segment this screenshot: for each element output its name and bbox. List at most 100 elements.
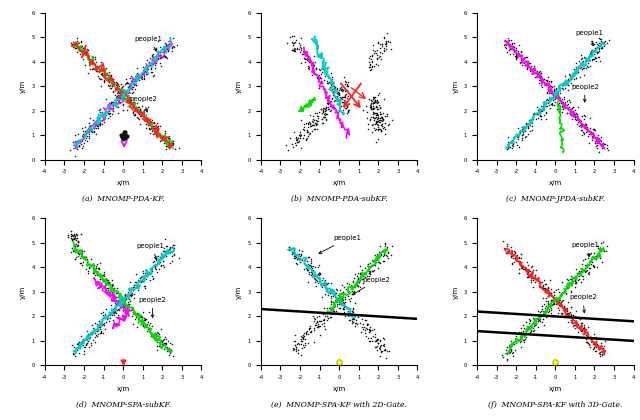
Point <box>598 343 609 350</box>
Point <box>152 329 163 336</box>
Point <box>140 316 150 323</box>
Point <box>292 139 303 145</box>
Point <box>343 106 353 113</box>
Point <box>515 53 525 60</box>
Point <box>528 65 538 71</box>
Point <box>320 284 330 290</box>
Point <box>92 119 102 126</box>
Point <box>137 314 147 320</box>
X-axis label: x/m: x/m <box>116 180 130 186</box>
Point <box>90 60 100 67</box>
Point <box>127 85 138 92</box>
Point <box>562 314 572 320</box>
Point <box>120 134 130 141</box>
Point <box>95 275 105 282</box>
Point <box>573 272 584 279</box>
Point <box>585 50 595 57</box>
Point <box>513 338 524 345</box>
Point <box>562 309 572 316</box>
Point <box>572 113 582 120</box>
Point <box>372 336 383 343</box>
Point <box>570 280 580 287</box>
Point <box>362 321 372 328</box>
Point <box>315 331 325 338</box>
Point <box>101 276 111 283</box>
Point <box>76 332 86 339</box>
Point <box>70 234 80 241</box>
Point <box>549 89 559 96</box>
Point <box>68 236 79 242</box>
Point <box>289 255 299 262</box>
Point <box>109 99 119 106</box>
Point <box>548 89 558 96</box>
Point <box>99 320 109 326</box>
Point <box>588 263 598 270</box>
Point <box>82 138 92 144</box>
Point <box>317 109 328 116</box>
Point <box>172 42 182 49</box>
Point <box>535 74 545 81</box>
Point <box>295 43 305 50</box>
Point <box>374 352 385 359</box>
Point <box>380 119 390 126</box>
Point <box>133 110 143 116</box>
Point <box>102 70 112 76</box>
Point <box>90 123 100 130</box>
Point <box>527 126 538 133</box>
Point <box>170 146 180 152</box>
Point <box>118 296 129 303</box>
Point <box>308 266 319 273</box>
Point <box>329 303 339 310</box>
Point <box>319 313 330 320</box>
Point <box>321 288 332 295</box>
Point <box>102 286 113 293</box>
Point <box>559 95 569 102</box>
Point <box>550 94 561 101</box>
Point <box>316 106 326 113</box>
Point <box>380 246 390 253</box>
Point <box>168 140 179 147</box>
Point <box>348 315 358 321</box>
Point <box>99 77 109 84</box>
Point <box>346 286 356 292</box>
Point <box>81 128 91 135</box>
Point <box>378 116 388 123</box>
Point <box>147 52 157 59</box>
Point <box>521 326 531 333</box>
Point <box>101 279 111 286</box>
Point <box>369 266 380 273</box>
Point <box>76 37 86 44</box>
Point <box>312 323 323 330</box>
Point <box>570 324 580 331</box>
Point <box>506 340 516 347</box>
Point <box>554 100 564 106</box>
Point <box>562 304 572 311</box>
Point <box>152 123 163 130</box>
Point <box>518 124 529 131</box>
Point <box>545 96 555 103</box>
Point <box>159 248 169 255</box>
Point <box>132 65 143 72</box>
Point <box>152 339 163 345</box>
Point <box>572 121 582 127</box>
Point <box>160 248 170 255</box>
Point <box>371 61 381 68</box>
Point <box>111 293 122 300</box>
Point <box>67 231 77 238</box>
Point <box>127 306 138 312</box>
Point <box>324 290 335 297</box>
Point <box>591 142 602 149</box>
Point <box>381 252 392 259</box>
Point <box>339 94 349 101</box>
Point <box>109 310 120 316</box>
Point <box>108 312 118 319</box>
Point <box>100 306 111 313</box>
Point <box>146 125 156 132</box>
Point <box>340 296 351 302</box>
Point <box>96 271 106 278</box>
Point <box>311 66 321 73</box>
Point <box>376 122 386 129</box>
Point <box>298 341 308 348</box>
Point <box>369 50 379 56</box>
Point <box>287 250 297 257</box>
